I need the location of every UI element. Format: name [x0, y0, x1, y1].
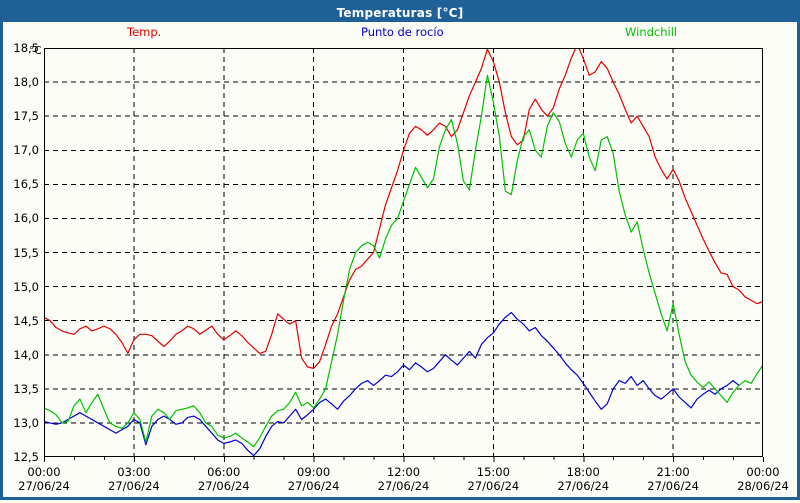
x-axis-tick-date: 27/06/24: [18, 479, 70, 493]
x-axis-tick-marks: [44, 457, 764, 462]
chart-svg: [44, 48, 763, 457]
legend-item-windchill: Windchill: [625, 25, 677, 39]
x-axis-tick-time: 09:00: [297, 465, 331, 479]
x-axis-tick: 00:00 27/06/24: [18, 465, 70, 493]
x-axis-tick-time: 00:00: [27, 465, 61, 479]
x-axis-tick: 15:00 27/06/24: [468, 465, 520, 493]
x-axis-tick-date: 28/06/24: [737, 479, 789, 493]
legend-label-temp: Temp.: [127, 25, 162, 39]
legend-item-temp: Temp.: [127, 25, 161, 39]
y-axis-tick: 16,0: [13, 211, 39, 226]
y-axis-tick: 15,0: [13, 279, 39, 294]
x-axis-tick-labels: 00:00 27/06/24 03:00 27/06/24 06:00 27/06/24 0…: [3, 465, 800, 499]
series-line-windchill: [44, 74, 763, 448]
y-axis-tick: 18,0: [13, 75, 39, 90]
x-axis-tick-time: 18:00: [566, 465, 600, 479]
y-axis-tick: 16,5: [13, 177, 39, 192]
y-axis-tick: 18,5: [13, 41, 39, 55]
legend-label-dewpoint: Punto de rocío: [361, 25, 444, 39]
x-axis-tick: 18:00 27/06/24: [557, 465, 609, 493]
x-axis-tick-time: 00:00: [746, 465, 780, 479]
x-axis-tick-time: 15:00: [476, 465, 510, 479]
x-axis-tick: 00:00 28/06/24: [737, 465, 789, 493]
x-axis-tick-time: 06:00: [207, 465, 241, 479]
series-line-punto-de-roc-o: [44, 311, 740, 457]
y-axis-tick: 12,5: [13, 450, 39, 464]
x-axis-tick-time: 03:00: [117, 465, 151, 479]
y-axis-tick: 17,5: [13, 109, 39, 124]
x-axis-tick-time: 12:00: [386, 465, 421, 479]
x-axis-tick: 03:00 27/06/24: [108, 465, 160, 493]
y-axis-tick: 14,0: [13, 347, 39, 362]
y-axis-tick: 17,0: [13, 143, 39, 158]
window-title: Temperaturas [°C]: [336, 5, 464, 20]
legend-label-windchill: Windchill: [625, 25, 678, 39]
x-axis-tick-time: 21:00: [656, 465, 690, 479]
x-axis-tick-date: 27/06/24: [647, 479, 699, 493]
x-axis-tick: 09:00 27/06/24: [288, 465, 340, 493]
series-line-temp: [44, 48, 763, 369]
x-axis-tick-date: 27/06/24: [197, 479, 250, 493]
y-axis-tick: 14,5: [13, 313, 39, 328]
x-axis-tick-date: 27/06/24: [108, 479, 160, 493]
x-axis-tick-date: 27/06/24: [377, 479, 430, 493]
y-axis-tick: 13,0: [13, 415, 39, 430]
x-axis-tick-date: 27/06/24: [557, 479, 610, 493]
gridlines: [44, 48, 763, 457]
y-axis-tick-labels: 12,5 13,0 13,5 14,0 14,5 15,0 15,5 16,0 16,5 17,0…: [3, 3, 800, 503]
x-axis-tick-date: 27/06/24: [287, 479, 340, 493]
x-axis-tick-date: 27/06/24: [467, 479, 520, 493]
x-axis-tick: 12:00 27/06/24: [378, 465, 430, 493]
plot-area: [41, 45, 763, 457]
window-titlebar: Temperaturas [°C]: [3, 3, 797, 22]
y-axis-tick: 13,5: [13, 381, 39, 396]
y-axis-unit-label: °C: [29, 45, 42, 57]
legend-item-dewpoint: Punto de rocío: [361, 25, 444, 39]
x-axis-tick: 06:00 27/06/24: [198, 465, 250, 493]
x-axis-tick: 21:00 27/06/24: [647, 465, 699, 493]
y-axis-tick: 15,5: [13, 245, 39, 260]
